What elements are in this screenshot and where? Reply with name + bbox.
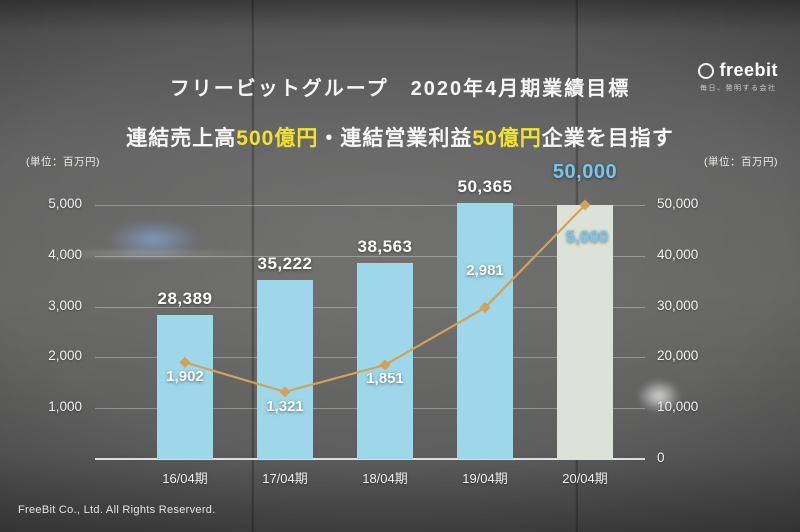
x-axis-category-label: 20/04期 (562, 471, 608, 486)
line-value-label: 1,902 (166, 368, 204, 386)
subtitle-text: 連結売上高 (126, 127, 237, 150)
line-value-label: 1,321 (266, 397, 304, 415)
left-axis-tick: 2,000 (48, 348, 82, 364)
left-axis-tick: 4,000 (48, 246, 82, 262)
right-axis-tick: 30,000 (657, 297, 699, 313)
right-axis-tick: 20,000 (657, 348, 699, 364)
gridline (95, 255, 645, 257)
line-marker-diamond (279, 386, 291, 398)
left-axis-unit-label: (単位：百万円) (26, 156, 100, 168)
right-axis-unit-label: (単位：百万円) (704, 156, 778, 168)
subtitle-highlight-revenue: 500億円 (236, 127, 319, 150)
freebit-brand: freebit (719, 60, 778, 80)
subtitle-highlight-profit: 50億円 (472, 127, 542, 150)
left-axis-tick: 3,000 (48, 297, 82, 313)
line-marker-diamond (579, 199, 591, 211)
revenue-bar (257, 280, 313, 459)
subtitle-text: ・連結営業利益 (318, 127, 473, 150)
right-axis-tick: 50,000 (657, 196, 699, 211)
bar-value-label: 38,563 (357, 237, 413, 257)
screen-seam-left (251, 0, 255, 532)
line-marker-diamond (379, 359, 391, 371)
freebit-tagline: 毎日、発明する会社 (699, 85, 777, 92)
line-marker-diamond (479, 302, 491, 314)
subtitle-text: 企業を目指す (541, 127, 674, 150)
freebit-logo: freebit 毎日、発明する会社 (698, 60, 778, 93)
left-axis-tick: 5,000 (48, 196, 82, 211)
x-axis-category-label: 17/04期 (262, 471, 308, 486)
line-value-label: 5,000 (565, 227, 609, 246)
right-axis-tick: 10,000 (657, 399, 699, 415)
copyright-text: FreeBit Co., Ltd. All Rights Reserverd. (18, 504, 216, 516)
slide-subtitle: 連結売上高500億円・連結営業利益50億円企業を目指す (0, 122, 800, 152)
revenue-bar (457, 203, 513, 459)
x-axis-category-label: 16/04期 (162, 471, 208, 486)
x-axis-category-label: 18/04期 (362, 471, 408, 486)
bar-value-label: 50,365 (457, 177, 513, 197)
left-axis-tick: 1,000 (48, 399, 82, 415)
profit-line (179, 199, 591, 398)
gridline (95, 205, 645, 206)
right-axis-tick: 40,000 (657, 246, 699, 262)
revenue-bar (157, 314, 213, 459)
bar-value-label: 50,000 (552, 161, 618, 183)
line-value-label: 1,851 (366, 369, 404, 387)
slide-title: フリービットグループ 2020年4月期業績目標 (169, 78, 631, 100)
bar-value-label: 35,222 (257, 254, 313, 274)
x-axis-category-label: 19/04期 (462, 471, 508, 486)
line-marker-diamond (179, 356, 191, 368)
line-value-label: 2,981 (466, 261, 504, 279)
right-axis-tick: 0 (657, 450, 665, 465)
target-bar (557, 205, 613, 459)
axis-baseline (95, 458, 645, 460)
freebit-ring-icon (698, 62, 715, 79)
bar-value-label: 28,389 (157, 288, 213, 308)
plot-area: 5,000 4,000 3,000 2,000 1,000 50,000 40,000 30,… (48, 161, 698, 486)
